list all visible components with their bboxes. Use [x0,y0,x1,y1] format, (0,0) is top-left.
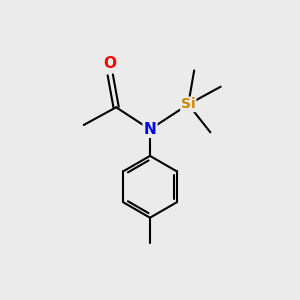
Text: O: O [104,56,117,71]
Text: Si: Si [181,98,196,111]
Text: N: N [144,122,156,137]
